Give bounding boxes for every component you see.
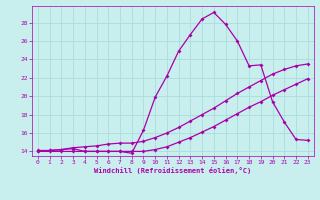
X-axis label: Windchill (Refroidissement éolien,°C): Windchill (Refroidissement éolien,°C) [94, 167, 252, 174]
